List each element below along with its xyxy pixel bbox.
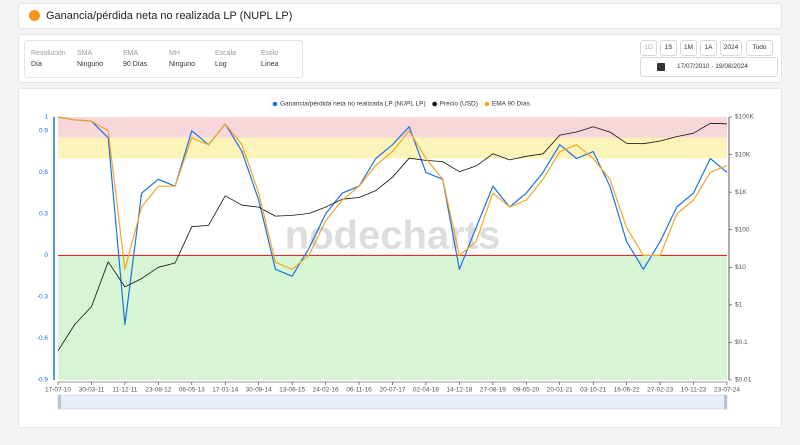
control-label: EMA [123,50,139,57]
x-tick-label: 09-05-20 [513,387,539,394]
range-button[interactable]: Todo [746,40,773,56]
page-title: Ganancia/pérdida neta no realizada LP (N… [46,10,293,22]
navigator [57,394,728,410]
range-button[interactable]: 1M [680,40,697,56]
y-tick-label: 0.9 [39,128,48,135]
y2-tick-label: $0.1 [735,339,748,346]
control-label: MH [169,50,180,57]
x-tick-label: 23-08-12 [145,387,171,394]
x-tick-label: 16-06-22 [614,387,640,394]
controls: Resolución Día SMA Ninguno EMA 90 Días MH Ningu… [24,40,303,78]
control[interactable]: Escala Log [215,50,236,68]
y2-tick-label: $1 [735,302,743,309]
control[interactable]: SMA Ninguno [77,50,103,68]
range-button[interactable]: 2024 [720,40,742,56]
navigator-handle [58,395,61,409]
control-value: Línea [261,61,279,68]
control[interactable]: EMA 90 Días [123,50,147,68]
series-line [57,116,728,326]
legend-marker [484,101,490,107]
x-tick-label: 30-09-14 [246,387,272,394]
y-tick-label: -0.6 [37,335,49,342]
x-tick-label: 27-02-23 [647,387,673,394]
x-tick-label: 06-05-13 [179,387,205,394]
zone-band [58,137,727,159]
zone-band [58,255,727,380]
watermark: nodecharts [285,214,501,258]
header: Ganancia/pérdida neta no realizada LP (N… [18,3,782,29]
x-tick-label: 24-02-16 [313,387,339,394]
y-tick-label: -0.9 [37,377,49,384]
x-tick-label: 20-01-21 [547,387,573,394]
y-tick-label: 0.3 [39,211,48,218]
date-picker[interactable]: 17/07/2010 - 19/08/2024 [640,57,778,77]
y2-tick-label: $0.01 [735,377,752,384]
control-value: 90 Días [123,61,148,68]
x-tick-label: 27-08-19 [480,387,506,394]
control-value: Log [215,61,227,68]
x-tick-label: 13-06-15 [279,387,305,394]
navigator-handle [724,395,727,409]
y-tick-label: -0.3 [37,294,49,301]
control[interactable]: Estilo Línea [261,50,279,68]
control-label: Estilo [261,50,279,57]
toolbar: Resolución Día SMA Ninguno EMA 90 Días MH Ningu… [18,34,782,83]
x-tick-label: 17-07-10 [45,387,71,394]
control-label: Escala [215,50,237,57]
x-tick-label: 20-07-17 [379,387,405,394]
legend-label: Ganancia/pérdida neta no realizada LP (N… [280,101,426,108]
x-tick-label: 14-12-18 [446,387,472,394]
legend-label: Precio (USD) [440,101,478,108]
calendar-icon [657,63,665,71]
control-value: Ninguno [77,61,104,68]
y-tick-label: 0 [44,252,48,259]
series-line [57,122,728,352]
control-label: Resolución [31,50,66,57]
x-tick-label: 23-07-24 [714,387,740,394]
legend-marker [272,101,278,107]
x-tick-label: 06-11-16 [346,387,372,394]
date-range: 17/07/2010 - 19/08/2024 [677,63,748,70]
y2-tick-label: $100K [735,114,754,121]
x-tick-label: 02-04-18 [413,387,439,394]
zone-band [58,117,727,138]
control-value: Ninguno [169,61,196,68]
y-tick-label: 1 [44,114,48,121]
y-tick-label: 0.6 [39,169,48,176]
series-line [57,116,728,270]
y2-tick-label: $1K [735,189,747,196]
range-button[interactable]: 1S [660,40,677,56]
y2-tick-label: $100 [735,226,750,233]
x-tick-label: 03-10-21 [580,387,606,394]
control-value: Día [31,61,42,68]
control[interactable]: Resolución Día [31,50,66,68]
x-tick-label: 10-11-23 [681,387,707,394]
range-button[interactable]: 1A [700,40,717,56]
x-tick-label: 11-12-11 [112,387,137,394]
y2-tick-label: $10K [735,151,751,158]
y2-tick-label: $10 [735,264,746,271]
x-tick-label: 30-03-11 [79,387,105,394]
control[interactable]: MH Ninguno [169,50,195,68]
bitcoin-icon [29,10,40,21]
legend-marker [432,101,437,107]
legend-label: EMA 90 Días [492,101,531,108]
range-button[interactable]: 1D [640,40,657,56]
control-label: SMA [77,50,93,57]
x-tick-label: 17-01-14 [212,387,238,394]
